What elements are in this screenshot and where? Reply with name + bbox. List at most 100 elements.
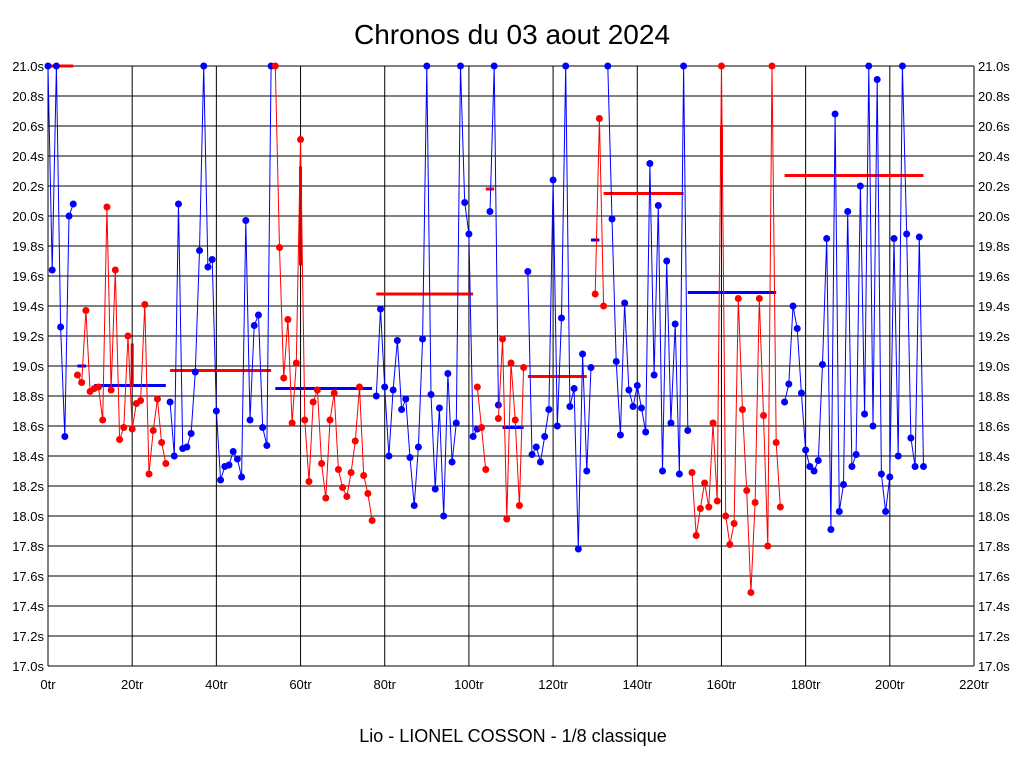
y-tick-label-right: 17.2s — [978, 629, 1010, 644]
data-point — [393, 337, 401, 344]
data-point — [499, 335, 507, 343]
data-point — [751, 499, 759, 506]
data-point — [797, 389, 805, 397]
data-point — [507, 359, 515, 367]
data-point — [153, 395, 161, 403]
data-point — [225, 461, 233, 469]
data-point — [810, 467, 818, 475]
y-tick-label-right: 20.4s — [978, 149, 1010, 164]
data-point — [271, 62, 279, 70]
data-point — [166, 398, 174, 406]
y-tick-label-left: 19.6s — [12, 269, 44, 284]
data-point — [894, 452, 902, 460]
data-point — [334, 466, 342, 473]
data-point — [856, 182, 864, 190]
data-point — [360, 472, 368, 479]
chart-title: Chronos du 03 aout 2024 — [354, 19, 670, 50]
data-point — [515, 502, 523, 509]
data-point — [549, 176, 557, 184]
data-point — [903, 230, 911, 238]
data-point — [831, 110, 839, 118]
x-tick-label: 160tr — [707, 677, 737, 692]
data-point — [465, 230, 473, 238]
y-tick-label-left: 21.0s — [12, 59, 44, 74]
series-line-stint-4 — [274, 65, 373, 521]
y-tick-label-right: 17.0s — [978, 659, 1010, 674]
data-point — [818, 361, 826, 368]
data-point — [861, 410, 869, 418]
data-point — [848, 463, 856, 470]
data-point — [187, 430, 195, 437]
data-point — [95, 383, 103, 391]
data-point — [377, 305, 385, 313]
data-point — [583, 467, 591, 475]
series-line-stint-9 — [527, 65, 592, 550]
data-point — [233, 455, 241, 463]
data-point — [368, 517, 376, 524]
data-point — [793, 325, 801, 332]
data-point — [61, 433, 69, 440]
series-line-stint-11 — [607, 65, 689, 475]
y-tick-label-right: 18.8s — [978, 389, 1010, 404]
data-point — [566, 403, 574, 410]
data-point — [886, 473, 894, 481]
data-point — [431, 485, 439, 493]
data-point — [520, 364, 528, 371]
data-point — [709, 419, 717, 427]
data-point — [612, 358, 620, 365]
data-point — [659, 467, 667, 475]
data-point — [558, 314, 566, 322]
data-point — [743, 487, 751, 494]
data-point — [111, 266, 119, 274]
y-tick-label-left: 17.0s — [12, 659, 44, 674]
data-point — [389, 386, 397, 394]
data-point — [65, 212, 73, 220]
data-point — [776, 503, 784, 511]
data-point — [196, 247, 204, 254]
data-point — [478, 424, 486, 431]
data-point — [73, 371, 81, 379]
y-tick-label-left: 18.4s — [12, 449, 44, 464]
data-point — [103, 203, 111, 211]
data-point — [398, 406, 406, 413]
data-point — [52, 62, 60, 70]
data-point — [739, 406, 746, 413]
data-point — [680, 62, 688, 70]
x-tick-label: 20tr — [121, 677, 144, 692]
data-point — [532, 443, 540, 451]
y-tick-label-left: 20.8s — [12, 89, 44, 104]
data-point — [616, 431, 624, 439]
data-point — [869, 422, 877, 430]
data-point — [250, 322, 258, 329]
data-point — [200, 62, 208, 70]
y-tick-label-right: 20.2s — [978, 179, 1010, 194]
data-point — [919, 463, 927, 470]
data-point — [490, 62, 498, 70]
data-point — [814, 457, 822, 464]
average-lines — [48, 64, 924, 429]
data-point — [419, 335, 427, 343]
data-point — [705, 503, 713, 511]
y-tick-label-left: 17.4s — [12, 599, 44, 614]
y-tick-label-right: 19.8s — [978, 239, 1010, 254]
data-point — [827, 526, 835, 533]
data-point — [823, 235, 831, 242]
data-point — [246, 416, 254, 424]
data-point — [305, 478, 313, 485]
data-point — [162, 460, 170, 467]
data-point — [145, 470, 153, 478]
data-point — [423, 62, 431, 70]
data-point — [545, 406, 553, 413]
data-point — [591, 290, 599, 298]
data-point — [137, 397, 145, 404]
y-tick-label-right: 17.8s — [978, 539, 1010, 554]
data-point — [898, 62, 906, 70]
data-point — [667, 419, 675, 427]
x-tick-label: 120tr — [538, 677, 568, 692]
data-point — [835, 508, 843, 515]
x-tick-label: 60tr — [289, 677, 312, 692]
data-point — [621, 299, 629, 307]
data-point — [313, 386, 321, 394]
x-tick-label: 220tr — [959, 677, 989, 692]
